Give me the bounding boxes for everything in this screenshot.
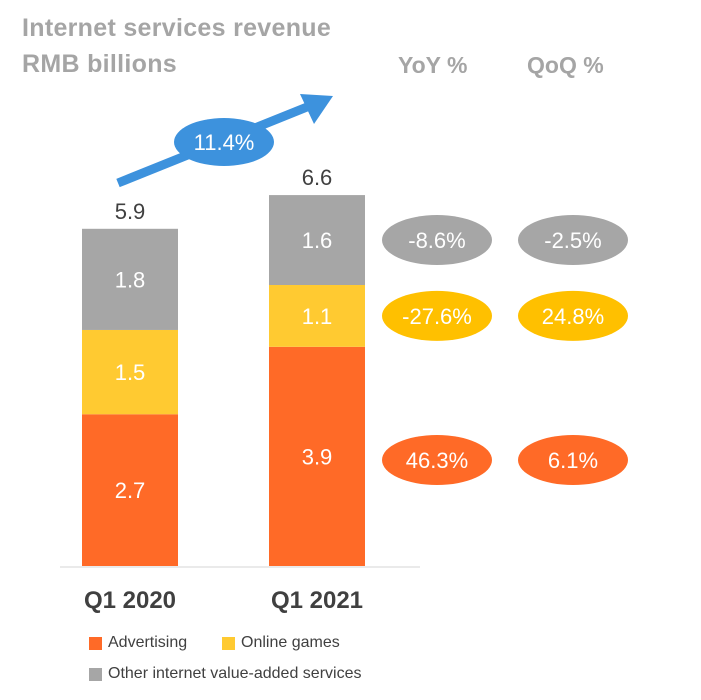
growth-arrow-head: [300, 94, 333, 124]
legend-item-online-games: Online games: [222, 634, 340, 652]
legend-swatch-other: [89, 667, 102, 681]
chart-title: Internet services revenue: [22, 14, 332, 42]
legend-label-other: Other internet value-added services: [108, 665, 362, 682]
qoq-value-online-games: 24.8%: [542, 304, 604, 329]
bar-segment-online-games-q1-2020: [82, 329, 178, 415]
chart-subtitle: RMB billions: [22, 50, 177, 78]
legend-swatch-online-games: [222, 636, 235, 650]
data-label-advertising-q1-2021: 3.9: [302, 444, 333, 469]
qoq-pill-online-games: [518, 290, 628, 341]
yoy-pill-advertising: [382, 435, 492, 485]
qoq-value-other-internet-value-added-services: -2.5%: [544, 228, 601, 253]
growth-badge: [174, 118, 274, 166]
legend-item-advertising: Advertising: [89, 634, 187, 652]
data-label-online-games-q1-2021: 1.1: [302, 304, 333, 329]
data-label-online-games-q1-2020: 1.5: [115, 360, 146, 385]
total-label-q1-2021: 6.6: [302, 165, 333, 190]
legend-label-online-games: Online games: [241, 634, 340, 651]
yoy-pill-other-internet-value-added-services: [382, 215, 492, 266]
data-label-advertising-q1-2020: 2.7: [115, 478, 146, 503]
bar-segment-online-games-q1-2021: [269, 285, 365, 347]
legend-swatch-advertising: [89, 636, 102, 650]
yoy-value-online-games: -27.6%: [402, 304, 472, 329]
qoq-pill-advertising: [518, 435, 628, 485]
yoy-pill-online-games: [382, 290, 492, 341]
legend-item-other: Other internet value-added services: [89, 665, 361, 683]
bar-segment-other-internet-value-added-services-q1-2021: [269, 195, 365, 285]
yoy-column-header: YoY %: [398, 52, 468, 78]
total-label-q1-2020: 5.9: [115, 199, 146, 224]
yoy-value-other-internet-value-added-services: -8.6%: [408, 228, 465, 253]
data-label-other-internet-value-added-services-q1-2020: 1.8: [115, 267, 146, 292]
growth-badge-label: 11.4%: [194, 130, 255, 155]
bar-segment-advertising-q1-2021: [269, 346, 365, 566]
bar-segment-other-internet-value-added-services-q1-2020: [82, 228, 178, 330]
qoq-column-header: QoQ %: [527, 52, 604, 78]
qoq-pill-other-internet-value-added-services: [518, 215, 628, 266]
legend-label-advertising: Advertising: [108, 634, 188, 651]
bar-segment-advertising-q1-2020: [82, 414, 178, 566]
data-label-other-internet-value-added-services-q1-2021: 1.6: [302, 228, 333, 253]
x-tick-label-q1-2020: Q1 2020: [84, 587, 176, 614]
qoq-value-advertising: 6.1%: [548, 448, 598, 473]
x-tick-label-q1-2021: Q1 2021: [271, 587, 363, 614]
yoy-value-advertising: 46.3%: [406, 448, 468, 473]
